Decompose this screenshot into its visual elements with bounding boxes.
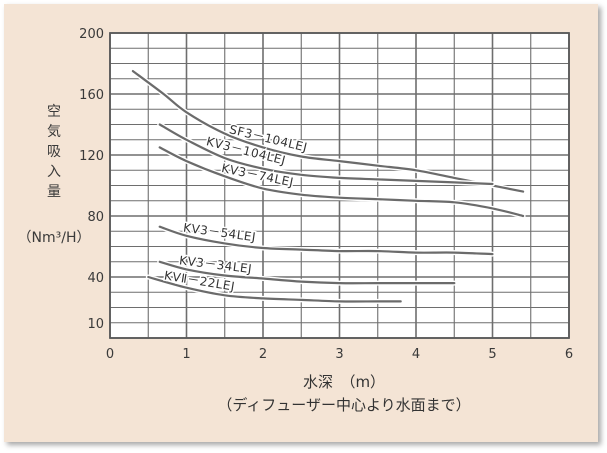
y-axis-label-char: 量: [47, 184, 61, 200]
y-tick-label: 10: [87, 317, 104, 332]
x-tick-label: 1: [182, 347, 190, 362]
y-tick-label: 80: [87, 210, 104, 225]
x-tick-label: 4: [412, 347, 420, 362]
plot-border: [109, 32, 570, 339]
y-tick-label: 200: [79, 27, 104, 42]
y-axis-label-char: 空: [47, 104, 61, 120]
y-axis-label-char: 気: [47, 124, 61, 140]
ticks: 10 40 80 120 160 200 0 1 2 3 4 5 6: [79, 27, 573, 362]
x-tick-label: 3: [335, 347, 343, 362]
x-axis-label: 水深 （m）: [303, 373, 385, 391]
curve-line: [147, 275, 402, 303]
curve-line: [158, 225, 494, 256]
curve-line: [158, 123, 494, 186]
y-axis-unit: （Nm³/H）: [18, 230, 91, 246]
x-tick-label: 2: [259, 347, 267, 362]
curve-line: [158, 146, 525, 218]
y-tick-label: 120: [79, 149, 104, 164]
y-tick-label: 40: [87, 271, 104, 286]
y-axis-label-char: 吸: [47, 144, 61, 160]
x-axis-sublabel: （ディフューザー中心より水面まで）: [217, 396, 470, 414]
y-tick-label: 160: [79, 88, 104, 103]
curve-line: [158, 260, 456, 285]
chart-frame: 10 40 80 120 160 200 0 1 2 3 4 5 6 空気吸入量 （Nm³/H） 水深 …: [4, 4, 598, 442]
curve-line: [131, 70, 525, 193]
x-tick-label: 6: [565, 347, 573, 362]
y-axis-label-char: 入: [47, 164, 61, 180]
x-tick-label: 5: [488, 347, 496, 362]
x-tick-label: 0: [106, 347, 114, 362]
curves: [130, 68, 526, 305]
